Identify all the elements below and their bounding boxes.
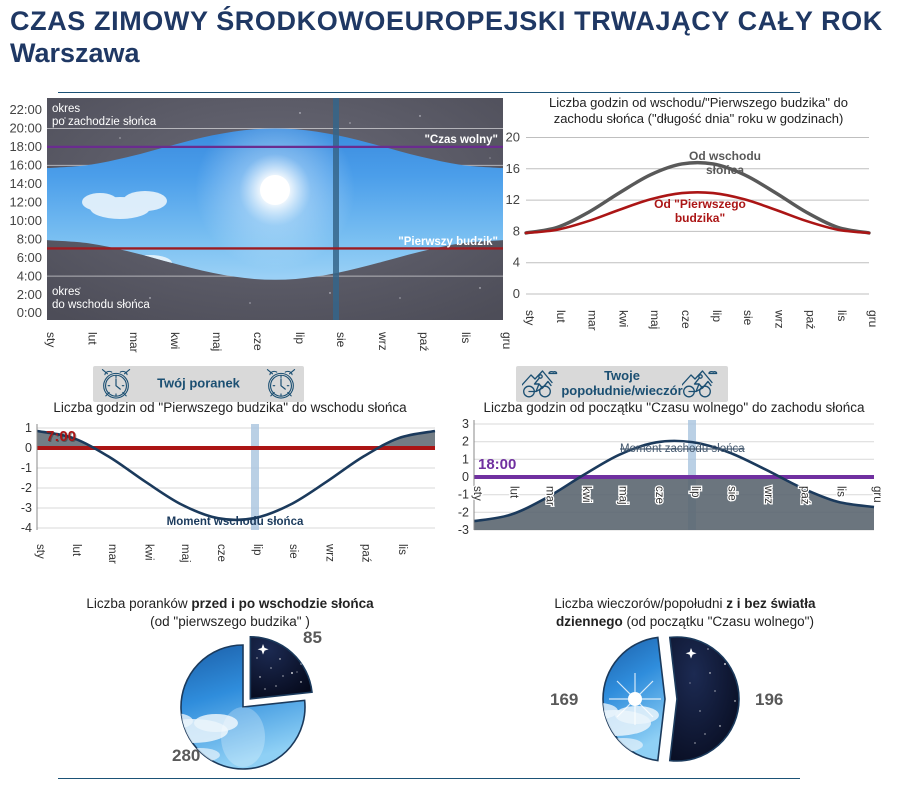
svg-text:7:00: 7:00 xyxy=(46,428,76,445)
svg-text:4:00: 4:00 xyxy=(17,269,42,284)
svg-text:Od "Pierwszego: Od "Pierwszego xyxy=(654,197,746,211)
svg-text:22:00: 22:00 xyxy=(9,102,42,117)
svg-text:lut: lut xyxy=(86,332,100,345)
svg-text:okres: okres xyxy=(52,103,80,115)
svg-text:sty: sty xyxy=(523,310,537,325)
svg-text:paź: paź xyxy=(804,310,818,329)
svg-text:Moment zachodu słońca: Moment zachodu słońca xyxy=(620,443,745,455)
svg-text:lip: lip xyxy=(251,544,263,556)
svg-text:2: 2 xyxy=(462,435,469,449)
svg-text:"Czas wolny": "Czas wolny" xyxy=(424,134,498,146)
svg-text:gru: gru xyxy=(866,310,880,327)
svg-text:-4: -4 xyxy=(21,521,32,533)
svg-text:do wschodu słońca: do wschodu słońca xyxy=(52,299,150,311)
svg-text:mar: mar xyxy=(106,544,118,564)
svg-text:-2: -2 xyxy=(458,505,469,519)
svg-text:169: 169 xyxy=(550,690,578,709)
svg-text:sty: sty xyxy=(44,332,58,347)
svg-text:kwi: kwi xyxy=(617,310,631,327)
svg-text:lip: lip xyxy=(293,332,307,344)
svg-text:słońca: słońca xyxy=(706,163,744,177)
svg-text:mar: mar xyxy=(127,332,141,353)
svg-text:14:00: 14:00 xyxy=(9,176,42,191)
svg-text:sie: sie xyxy=(741,310,755,326)
svg-text:cze: cze xyxy=(215,544,227,562)
svg-text:lut: lut xyxy=(70,544,82,557)
svg-text:maj: maj xyxy=(648,310,662,329)
svg-text:cze: cze xyxy=(251,332,265,351)
svg-text:0: 0 xyxy=(462,470,469,484)
svg-text:sty: sty xyxy=(34,544,46,559)
svg-text:85: 85 xyxy=(303,631,322,647)
svg-text:18:00: 18:00 xyxy=(9,139,42,154)
svg-text:po zachodzie słońca: po zachodzie słońca xyxy=(52,116,157,128)
svg-text:lut: lut xyxy=(554,310,568,323)
svg-text:kwi: kwi xyxy=(168,332,182,349)
svg-text:3: 3 xyxy=(462,417,469,431)
svg-text:16:00: 16:00 xyxy=(9,158,42,173)
svg-text:lis: lis xyxy=(835,310,849,321)
svg-text:mar: mar xyxy=(544,486,556,506)
svg-text:10:00: 10:00 xyxy=(9,213,42,228)
svg-text:lis: lis xyxy=(459,332,473,343)
svg-text:20:00: 20:00 xyxy=(9,121,42,136)
svg-text:8: 8 xyxy=(513,223,520,238)
svg-text:lip: lip xyxy=(710,310,724,322)
svg-text:18:00: 18:00 xyxy=(478,456,516,473)
svg-text:8:00: 8:00 xyxy=(17,232,42,247)
svg-text:20: 20 xyxy=(506,130,520,145)
svg-text:budzika": budzika" xyxy=(675,211,725,225)
svg-text:0: 0 xyxy=(25,441,32,455)
svg-text:maj: maj xyxy=(179,544,191,563)
svg-text:lip: lip xyxy=(689,486,701,498)
svg-text:maj: maj xyxy=(617,486,629,505)
svg-text:-3: -3 xyxy=(458,523,469,537)
svg-text:lis: lis xyxy=(835,486,847,497)
svg-text:sie: sie xyxy=(287,544,299,559)
svg-text:kwi: kwi xyxy=(143,544,155,561)
svg-text:Od wschodu: Od wschodu xyxy=(689,149,761,163)
svg-text:gru: gru xyxy=(871,486,883,503)
svg-text:1: 1 xyxy=(25,421,32,435)
svg-text:sie: sie xyxy=(334,332,348,348)
svg-text:sie: sie xyxy=(726,486,738,501)
svg-text:wrz: wrz xyxy=(376,331,390,351)
svg-text:lis: lis xyxy=(396,544,408,555)
svg-text:paź: paź xyxy=(417,332,431,351)
svg-text:196: 196 xyxy=(755,690,783,709)
svg-text:paź: paź xyxy=(798,486,810,505)
svg-text:0:00: 0:00 xyxy=(17,305,42,320)
svg-text:1: 1 xyxy=(462,452,469,466)
svg-text:-1: -1 xyxy=(458,488,469,502)
svg-text:6:00: 6:00 xyxy=(17,250,42,265)
svg-text:-1: -1 xyxy=(21,461,32,475)
svg-text:4: 4 xyxy=(513,255,520,270)
svg-text:280: 280 xyxy=(172,746,200,765)
svg-text:cze: cze xyxy=(653,486,665,504)
svg-text:paź: paź xyxy=(360,544,372,563)
svg-text:-2: -2 xyxy=(21,481,32,495)
svg-text:12:00: 12:00 xyxy=(9,195,42,210)
svg-text:maj: maj xyxy=(210,332,224,351)
svg-text:mar: mar xyxy=(586,310,600,331)
svg-text:cze: cze xyxy=(679,310,693,329)
svg-text:kwi: kwi xyxy=(580,486,592,503)
svg-text:lut: lut xyxy=(507,486,519,499)
svg-text:16: 16 xyxy=(506,161,520,176)
svg-text:wrz: wrz xyxy=(773,309,787,329)
svg-text:"Pierwszy budzik": "Pierwszy budzik" xyxy=(398,236,498,248)
svg-text:2:00: 2:00 xyxy=(17,287,42,302)
svg-text:wrz: wrz xyxy=(324,543,336,562)
svg-text:sty: sty xyxy=(471,486,483,501)
svg-text:Moment wschodu słońca: Moment wschodu słońca xyxy=(167,516,304,528)
svg-text:wrz: wrz xyxy=(762,485,774,504)
svg-text:okres: okres xyxy=(52,286,80,298)
svg-text:-3: -3 xyxy=(21,501,32,515)
svg-text:12: 12 xyxy=(506,192,520,207)
